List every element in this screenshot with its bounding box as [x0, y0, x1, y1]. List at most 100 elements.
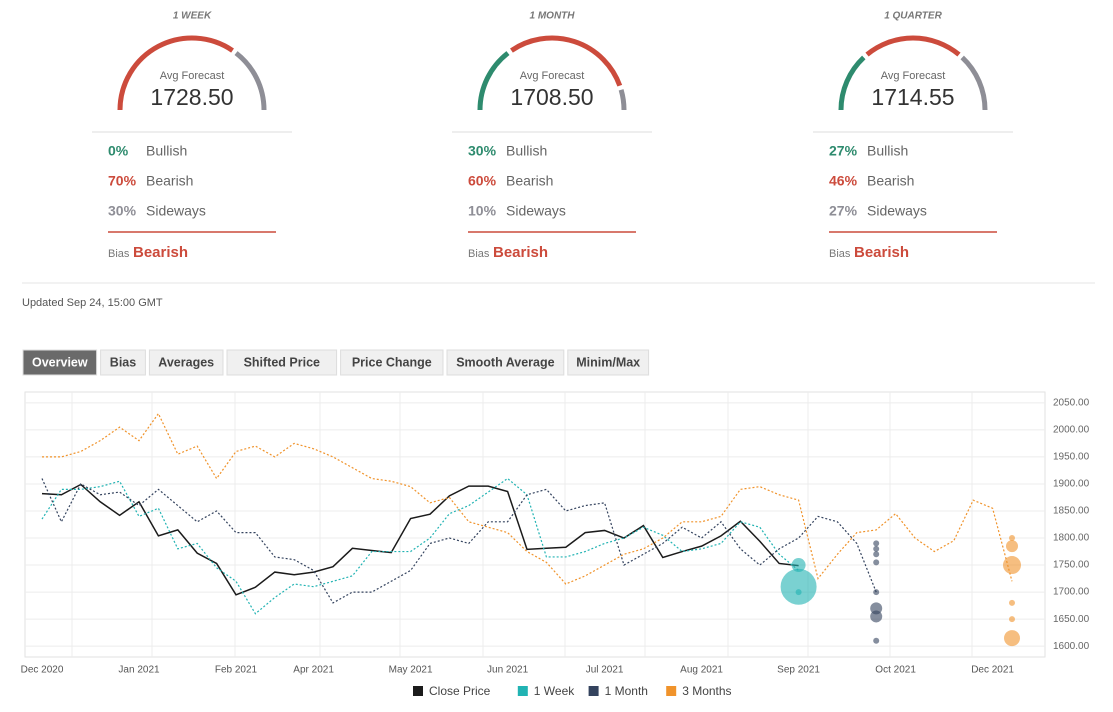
- forecast-point: [1006, 540, 1018, 553]
- pct: 60%: [468, 173, 497, 189]
- tab[interactable]: [148, 349, 224, 376]
- x-tick-label: Dec 2020: [21, 665, 64, 676]
- y-tick-label: 1750.00: [1053, 560, 1090, 571]
- pct: 10%: [468, 203, 497, 219]
- x-tick-label: Dec 2021: [971, 665, 1014, 676]
- forecast-point: [1009, 535, 1015, 542]
- tab-label[interactable]: Smooth Average: [456, 355, 554, 369]
- bias-label: Bias: [108, 248, 130, 260]
- forecast-point: [873, 559, 880, 566]
- forecast-point: [1004, 630, 1020, 647]
- x-tick-label: Feb 2021: [215, 665, 258, 676]
- y-tick-label: 2000.00: [1053, 424, 1090, 435]
- x-tick-label: May 2021: [389, 665, 433, 676]
- avg-label: Avg Forecast: [881, 70, 946, 82]
- panel-title: 1 MONTH: [530, 11, 576, 22]
- row-label: Sideways: [506, 203, 566, 219]
- row-label: Bearish: [506, 173, 553, 189]
- x-tick-label: Jul 2021: [586, 665, 624, 676]
- forecast-point: [1009, 616, 1015, 623]
- avg-label: Avg Forecast: [520, 70, 585, 82]
- tab[interactable]: [567, 349, 650, 376]
- tab-label[interactable]: Bias: [110, 355, 136, 369]
- x-tick-label: Aug 2021: [680, 665, 723, 676]
- row-label: Bullish: [867, 143, 908, 159]
- avg-value: 1708.50: [510, 84, 593, 110]
- row-label: Sideways: [146, 203, 206, 219]
- gauge-arc: [477, 51, 510, 111]
- x-tick-label: Sep 2021: [777, 665, 820, 676]
- gauge-arc: [618, 89, 627, 111]
- avg-value: 1728.50: [150, 84, 233, 110]
- forecast-point: [873, 637, 880, 644]
- gauge-arc: [117, 35, 234, 111]
- forecast-point: [1003, 556, 1021, 575]
- forecast-point: [791, 558, 806, 573]
- pct: 30%: [468, 143, 497, 159]
- updated: Updated Sep 24, 15:00 GMT: [22, 297, 163, 309]
- y-tick-label: 1850.00: [1053, 506, 1090, 517]
- y-tick-label: 1950.00: [1053, 452, 1090, 463]
- row-label: Bearish: [867, 173, 914, 189]
- series-line: [41, 483, 799, 596]
- legend-swatch: [666, 686, 677, 696]
- pct: 46%: [829, 173, 858, 189]
- tab-label[interactable]: Price Change: [352, 355, 432, 369]
- bias-value: Bearish: [493, 244, 548, 261]
- gauge-arc: [865, 35, 961, 57]
- y-tick-label: 1900.00: [1053, 479, 1090, 490]
- tab[interactable]: [446, 349, 565, 376]
- pct: 0%: [108, 143, 129, 159]
- forecast-point: [870, 610, 883, 623]
- pct: 27%: [829, 143, 858, 159]
- x-tick-label: Jan 2021: [118, 665, 160, 676]
- tab-label[interactable]: Overview: [32, 355, 88, 369]
- gauge-arc: [510, 35, 623, 87]
- panel-title: 1 WEEK: [173, 11, 212, 22]
- tab-label[interactable]: Minim/Max: [576, 355, 640, 369]
- y-tick-label: 1600.00: [1053, 641, 1090, 652]
- legend-label: Close Price: [429, 684, 491, 698]
- bias-label: Bias: [829, 248, 851, 260]
- y-tick-label: 1700.00: [1053, 587, 1090, 598]
- series-line: [41, 478, 877, 604]
- gauge-arc: [838, 55, 866, 111]
- row-label: Bullish: [146, 143, 187, 159]
- x-tick-label: Jun 2021: [487, 665, 529, 676]
- bias-value: Bearish: [854, 244, 909, 261]
- bias-value: Bearish: [133, 244, 188, 261]
- avg-label: Avg Forecast: [160, 70, 225, 82]
- legend-swatch: [588, 686, 599, 696]
- tab[interactable]: [226, 349, 338, 376]
- forecast-point: [873, 540, 880, 547]
- y-tick-label: 2050.00: [1053, 397, 1090, 408]
- forecast-point: [873, 545, 880, 552]
- gauge-arc: [960, 55, 988, 111]
- row-label: Sideways: [867, 203, 927, 219]
- x-tick-label: Oct 2021: [875, 665, 916, 676]
- panel-title: 1 QUARTER: [884, 11, 942, 22]
- pct: 30%: [108, 203, 137, 219]
- x-tick-label: Apr 2021: [293, 665, 334, 676]
- y-tick-label: 1800.00: [1053, 533, 1090, 544]
- legend-label: 1 Week: [534, 684, 575, 698]
- forecast-point: [873, 551, 880, 558]
- tab[interactable]: [100, 349, 146, 376]
- tab[interactable]: [340, 349, 444, 376]
- row-label: Bullish: [506, 143, 547, 159]
- tab-label[interactable]: Shifted Price: [244, 355, 320, 369]
- forecast-point: [873, 589, 880, 596]
- pct: 27%: [829, 203, 858, 219]
- tab-label[interactable]: Averages: [158, 355, 214, 369]
- plot-frame: [24, 391, 1046, 658]
- legend-swatch: [413, 686, 423, 696]
- bias-label: Bias: [468, 248, 490, 260]
- pct: 70%: [108, 173, 137, 189]
- legend-label: 1 Month: [605, 684, 648, 698]
- forecast-point: [1009, 599, 1015, 606]
- series-line: [42, 412, 1013, 585]
- y-tick-label: 1650.00: [1053, 614, 1090, 625]
- legend-swatch: [517, 686, 528, 696]
- tab[interactable]: [22, 349, 98, 376]
